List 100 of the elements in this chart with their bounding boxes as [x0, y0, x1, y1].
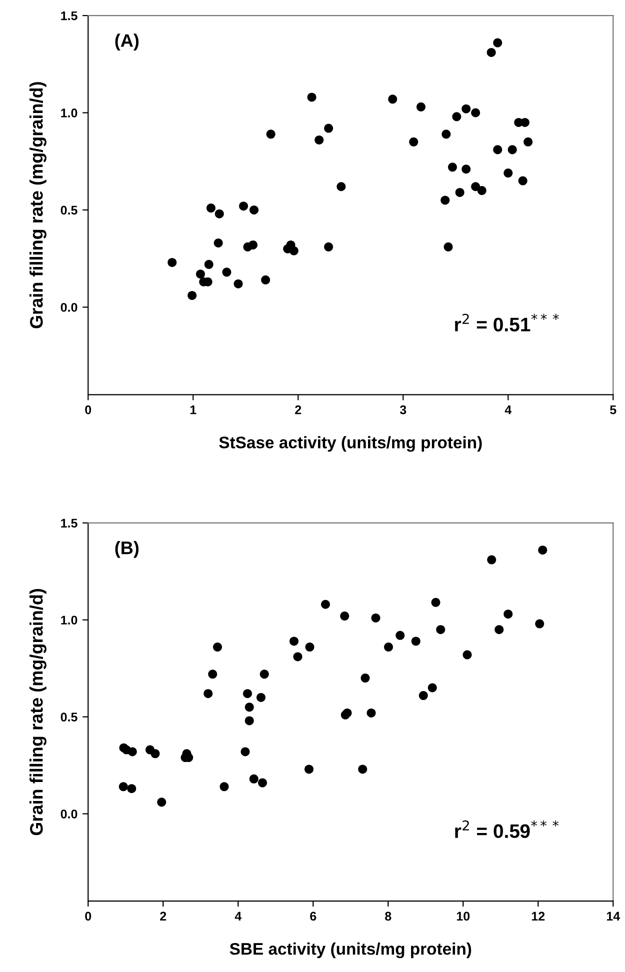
point [471, 182, 480, 192]
point [243, 689, 252, 698]
point [305, 642, 314, 652]
point [366, 708, 376, 718]
point [324, 242, 334, 252]
annotation: r$^{2}$ = 0.51$^{***}$ [455, 314, 559, 332]
x-tick-label: 1 [190, 406, 196, 414]
point [239, 202, 248, 211]
y-axis-title: Grain filling rate (mg/grain/d) [30, 82, 46, 328]
x-tick-label: 5 [610, 406, 616, 414]
y-tick-label: 1.0 [61, 616, 78, 625]
x-tick-label: 0 [85, 912, 92, 921]
point [409, 137, 418, 146]
point [336, 182, 346, 192]
y-tick-label: 0.5 [60, 206, 78, 215]
x-axis-title: SBE activity (units/mg protein) [230, 942, 472, 958]
point [168, 258, 177, 267]
point [444, 242, 453, 252]
y-tick-label: 0.0 [60, 302, 78, 312]
point [258, 778, 267, 788]
point [462, 104, 471, 114]
point [477, 186, 486, 196]
x-tick-label: 14 [606, 912, 620, 921]
point [524, 137, 533, 146]
point [493, 145, 502, 154]
point [293, 652, 302, 662]
x-tick-label: 2 [295, 405, 302, 414]
point [260, 670, 269, 679]
point [248, 240, 258, 250]
point [371, 613, 380, 622]
point [290, 636, 298, 646]
point [289, 246, 298, 256]
point [504, 168, 513, 178]
point [321, 600, 330, 609]
point [307, 92, 316, 102]
point [416, 102, 426, 112]
point [157, 798, 166, 807]
y-tick-label: 0.5 [60, 712, 78, 722]
point [118, 782, 128, 792]
point [487, 555, 496, 564]
point [431, 598, 440, 607]
point [127, 784, 136, 794]
point [436, 625, 446, 634]
annotation: (A) [115, 34, 139, 51]
y-tick-label: 1.5 [61, 11, 78, 20]
point [188, 290, 197, 300]
y-tick-label: 1.5 [61, 518, 78, 528]
x-tick-label: 4 [234, 912, 242, 921]
point [340, 612, 350, 621]
x-tick-label: 0 [85, 405, 92, 414]
point [462, 164, 471, 174]
point [214, 238, 223, 248]
point [384, 642, 393, 652]
point [442, 130, 451, 139]
point [249, 774, 258, 784]
point [213, 642, 222, 652]
point [204, 260, 214, 269]
point [518, 176, 528, 186]
annotation: r$^{2}$ = 0.59$^{***}$ [455, 820, 559, 838]
point [504, 610, 513, 619]
point [455, 188, 464, 197]
y-tick-label: 1.0 [61, 108, 78, 118]
point [411, 636, 420, 646]
annotation: (B) [115, 540, 139, 558]
x-tick-label: 3 [400, 405, 406, 414]
point [240, 747, 250, 756]
point [471, 108, 480, 118]
point [358, 764, 368, 774]
point [128, 747, 137, 756]
point [508, 145, 517, 154]
point [244, 716, 254, 726]
point [538, 546, 548, 555]
point [250, 205, 259, 214]
point [314, 135, 324, 144]
point [324, 124, 334, 133]
y-tick-label: 0.0 [60, 810, 78, 818]
point [418, 691, 428, 700]
point [486, 48, 496, 57]
point [535, 619, 544, 628]
point [196, 270, 205, 279]
x-tick-label: 8 [385, 912, 392, 921]
point [396, 630, 405, 640]
point [222, 268, 232, 277]
point [388, 94, 398, 104]
point [452, 112, 462, 122]
point [428, 683, 437, 692]
x-axis-title: StSase activity (units/mg protein) [219, 436, 482, 452]
point [244, 702, 254, 712]
point [234, 279, 243, 288]
point [214, 209, 224, 218]
point [448, 162, 457, 172]
x-tick-label: 2 [160, 912, 166, 921]
x-tick-label: 12 [532, 912, 545, 921]
x-tick-label: 6 [310, 912, 316, 921]
x-tick-label: 10 [456, 912, 470, 921]
y-axis-title: Grain filling rate (mg/grain/d) [30, 588, 46, 836]
point [256, 692, 266, 702]
point [208, 670, 218, 679]
point [150, 749, 160, 758]
point [220, 782, 229, 792]
